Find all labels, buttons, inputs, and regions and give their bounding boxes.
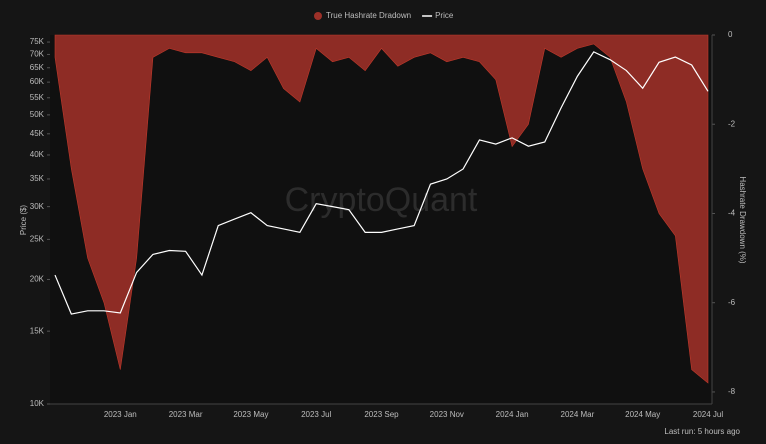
y2-tick-label: -6: [728, 298, 736, 307]
x-tick-label: 2023 Jul: [301, 410, 331, 419]
y-tick-label: 10K: [30, 399, 45, 408]
x-tick-label: 2023 Jan: [104, 410, 137, 419]
y-tick-label: 15K: [30, 326, 45, 335]
y-tick-label: 50K: [30, 110, 45, 119]
y2-tick-label: -8: [728, 387, 736, 396]
y-tick-label: 40K: [30, 150, 45, 159]
legend-label: True Hashrate Dradown: [326, 11, 411, 20]
y-tick-label: 45K: [30, 129, 45, 138]
x-tick-label: 2023 May: [233, 410, 268, 419]
x-tick-label: 2023 Nov: [430, 410, 464, 419]
x-tick-label: 2023 Sep: [364, 410, 399, 419]
y-tick-label: 25K: [30, 235, 45, 244]
x-tick-label: 2024 Jul: [693, 410, 723, 419]
watermark: CryptoQuant: [285, 181, 478, 219]
y-tick-label: 55K: [30, 93, 45, 102]
y2-axis-title: Hashrate Drawdown (%): [738, 176, 747, 263]
y-tick-label: 35K: [30, 174, 45, 183]
y2-tick-label: -2: [728, 119, 736, 128]
x-tick-label: 2024 Jan: [496, 410, 529, 419]
footer: Last run: 5 hours ago: [664, 427, 740, 436]
line: [54, 51, 709, 315]
y2-tick-label: -4: [728, 209, 736, 218]
legend-swatch: [314, 12, 322, 20]
y-tick-label: 20K: [30, 275, 45, 284]
x-tick-label: 2024 Mar: [561, 410, 595, 419]
y-tick-label: 65K: [30, 63, 45, 72]
y-tick-label: 30K: [30, 202, 45, 211]
y-tick-label: 60K: [30, 77, 45, 86]
y-tick-label: 70K: [30, 50, 45, 59]
area: [54, 34, 709, 384]
plot-area: [50, 35, 712, 404]
x-tick-label: 2023 Mar: [169, 410, 203, 419]
x-tick-label: 2024 May: [625, 410, 660, 419]
y-axis-title: Price ($): [19, 205, 28, 236]
y-tick-label: 75K: [30, 37, 45, 46]
legend-label: Price: [435, 11, 454, 20]
y2-tick-label: 0: [728, 30, 733, 39]
